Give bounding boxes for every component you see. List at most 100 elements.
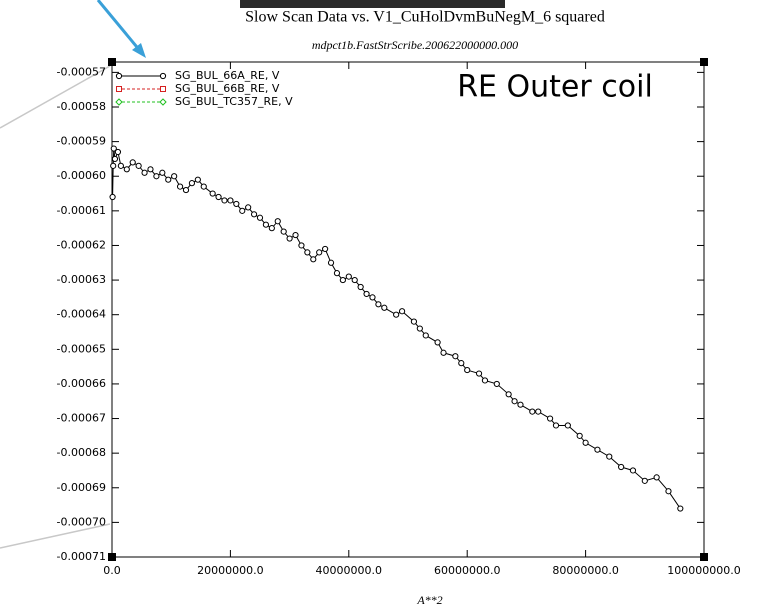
marker — [464, 366, 471, 374]
y-tick-label: -0.00067 — [57, 412, 106, 425]
marker — [653, 474, 660, 481]
marker — [618, 463, 625, 471]
marker — [398, 308, 406, 315]
legend-marker — [160, 86, 166, 92]
marker — [215, 193, 222, 201]
marker — [110, 145, 117, 152]
photo-strip — [240, 0, 505, 8]
marker — [304, 249, 311, 256]
legend-marker — [115, 72, 123, 80]
marker — [381, 304, 388, 311]
marker — [333, 270, 341, 277]
marker — [641, 477, 648, 484]
y-tick-label: -0.00057 — [57, 65, 106, 78]
marker — [147, 166, 154, 173]
x-tick-label: 0.0 — [103, 564, 121, 577]
marker — [582, 439, 589, 446]
marker — [200, 183, 207, 190]
marker — [310, 256, 317, 263]
y-tick-label: -0.00058 — [57, 100, 106, 113]
marker — [292, 231, 299, 239]
marker — [576, 432, 583, 439]
marker — [339, 276, 346, 284]
marker — [529, 408, 536, 415]
y-tick-label: -0.00062 — [57, 238, 106, 251]
x-tick-label: 20000000.0 — [197, 564, 263, 577]
slide-decoration — [0, 523, 111, 549]
marker — [188, 180, 196, 187]
x-tick-label: 100000000.0 — [667, 564, 740, 577]
marker — [286, 235, 293, 242]
x-axis-label: A**2 — [416, 593, 442, 607]
legend-label: SG_BUL_66B_RE, V — [175, 82, 280, 95]
marker — [410, 318, 418, 325]
legend-marker — [159, 72, 167, 80]
marker — [452, 353, 459, 360]
marker — [268, 225, 275, 232]
marker — [481, 377, 489, 384]
marker — [176, 183, 184, 190]
y-tick-label: -0.00060 — [57, 169, 106, 182]
annotation: RE Outer coil — [457, 70, 653, 105]
marker — [535, 408, 542, 415]
marker — [552, 422, 560, 429]
marker — [665, 488, 672, 495]
y-tick-label: -0.00066 — [57, 377, 106, 390]
y-tick-label: -0.00059 — [57, 135, 106, 148]
marker — [363, 290, 370, 298]
y-tick-label: -0.00071 — [57, 550, 106, 563]
plot-frame — [111, 61, 705, 558]
y-tick-label: -0.00061 — [57, 204, 106, 217]
x-tick-label: 40000000.0 — [316, 564, 382, 577]
marker — [194, 176, 201, 183]
marker — [493, 380, 500, 388]
marker — [256, 214, 264, 221]
marker — [171, 173, 178, 180]
marker — [109, 193, 116, 201]
legend-marker — [159, 98, 167, 106]
arrow — [96, 0, 143, 53]
marker — [135, 162, 142, 169]
marker — [165, 176, 172, 183]
marker — [393, 311, 400, 318]
marker — [141, 169, 148, 176]
marker — [274, 218, 281, 225]
marker — [182, 186, 190, 194]
legend-marker — [116, 86, 122, 92]
marker — [546, 415, 554, 422]
legend-label: SG_BUL_TC357_RE, V — [175, 95, 293, 108]
y-tick-label: -0.00063 — [57, 273, 106, 286]
marker — [458, 360, 465, 367]
marker — [351, 276, 358, 284]
y-tick-label: -0.00070 — [57, 515, 106, 528]
marker — [159, 169, 166, 176]
marker — [239, 207, 246, 214]
marker — [440, 349, 447, 356]
marker — [345, 273, 352, 280]
marker — [322, 245, 329, 253]
plot-area — [109, 145, 684, 512]
marker — [517, 401, 524, 408]
chart-title: Slow Scan Data vs. V1_CuHolDvmBuNegM_6 s… — [245, 9, 605, 26]
series-line — [112, 148, 681, 509]
marker — [434, 339, 441, 346]
y-tick-label: -0.00068 — [57, 446, 106, 459]
marker — [117, 162, 124, 169]
marker — [110, 162, 117, 169]
marker — [369, 294, 376, 301]
marker — [298, 242, 305, 249]
marker — [594, 446, 601, 453]
slide-decoration — [0, 65, 111, 129]
marker — [111, 155, 119, 163]
marker — [422, 332, 429, 339]
chart-subtitle: mdpct1b.FastStrScribe.200622000000.000 — [312, 38, 518, 52]
marker — [677, 505, 684, 512]
marker — [327, 259, 335, 266]
y-tick-label: -0.00069 — [57, 481, 106, 494]
marker — [475, 370, 483, 377]
marker — [316, 249, 323, 256]
marker — [153, 173, 160, 180]
x-tick-label: 80000000.0 — [552, 564, 618, 577]
marker — [262, 221, 270, 228]
